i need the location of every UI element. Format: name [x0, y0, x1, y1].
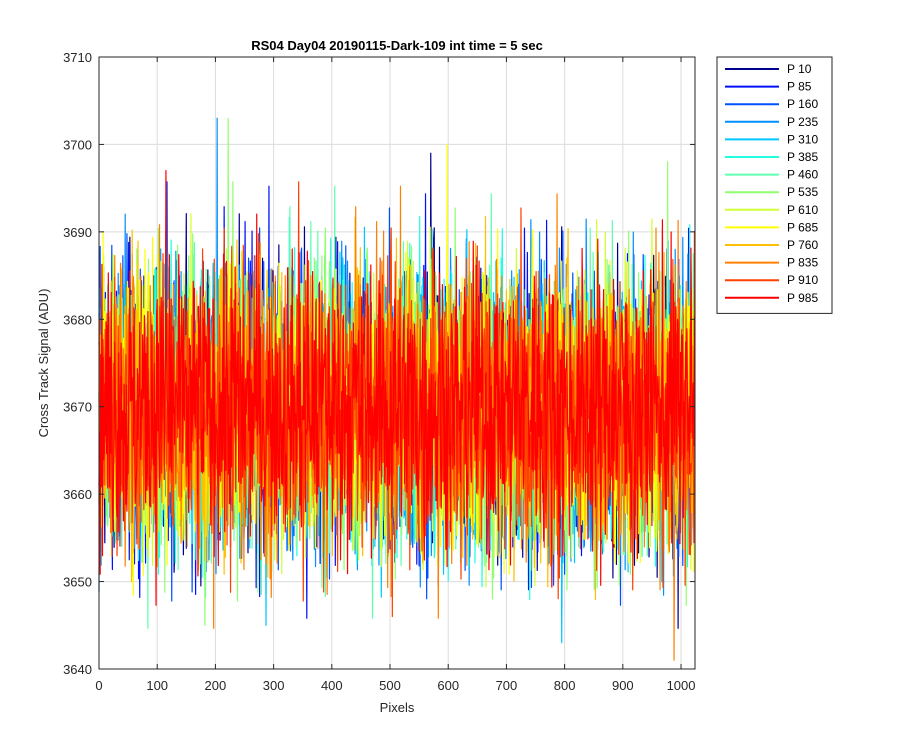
x-tick-label-5: 500	[379, 678, 401, 693]
y-axis-label: Cross Track Signal (ADU)	[36, 289, 51, 438]
x-tick-label-4: 400	[321, 678, 343, 693]
axes-frame	[98, 56, 696, 670]
x-tick-label-10: 1000	[667, 678, 696, 693]
x-axis-label: Pixels	[380, 700, 415, 715]
legend-label-8: P 610	[787, 203, 818, 217]
y-tick-label-1: 3650	[63, 575, 92, 590]
x-tick-label-1: 100	[146, 678, 168, 693]
y-tick-label-7: 3710	[63, 50, 92, 65]
y-tick-label-5: 3690	[63, 225, 92, 240]
legend-box	[716, 56, 833, 314]
legend-label-0: P 10	[787, 62, 812, 76]
y-tick-label-6: 3700	[63, 137, 92, 152]
chart-title: RS04 Day04 20190115-Dark-109 int time = …	[251, 38, 543, 53]
x-tick-label-2: 200	[205, 678, 227, 693]
legend-label-2: P 160	[787, 97, 818, 111]
x-tick-label-6: 600	[437, 678, 459, 693]
y-tick-label-2: 3660	[63, 487, 92, 502]
x-tick-label-9: 900	[612, 678, 634, 693]
legend-label-1: P 85	[787, 80, 812, 94]
legend-label-3: P 235	[787, 115, 818, 129]
axis-ticks: 0 100 200 300 400 500 600 700 800 900 1000 3640 3650…	[63, 50, 695, 693]
legend-label-9: P 685	[787, 220, 818, 234]
x-tick-label-8: 800	[554, 678, 576, 693]
y-tick-label-4: 3680	[63, 312, 92, 327]
legend-label-12: P 910	[787, 273, 818, 287]
legend: P 10 P 85 P 160 P 235 P 310 P 385 P 460 P 535 P …	[716, 56, 833, 314]
legend-label-5: P 385	[787, 150, 818, 164]
legend-label-7: P 535	[787, 185, 818, 199]
y-tick-label-3: 3670	[63, 400, 92, 415]
x-tick-label-0: 0	[95, 678, 102, 693]
legend-label-4: P 310	[787, 132, 818, 146]
legend-label-11: P 835	[787, 256, 818, 270]
y-tick-label-0: 3640	[63, 662, 92, 677]
x-tick-label-3: 300	[263, 678, 285, 693]
series-line-p-985	[98, 170, 696, 606]
legend-label-13: P 985	[787, 291, 818, 305]
x-tick-label-7: 700	[496, 678, 518, 693]
legend-label-10: P 760	[787, 238, 818, 252]
plot-lines	[98, 117, 696, 661]
legend-label-6: P 460	[787, 168, 818, 182]
